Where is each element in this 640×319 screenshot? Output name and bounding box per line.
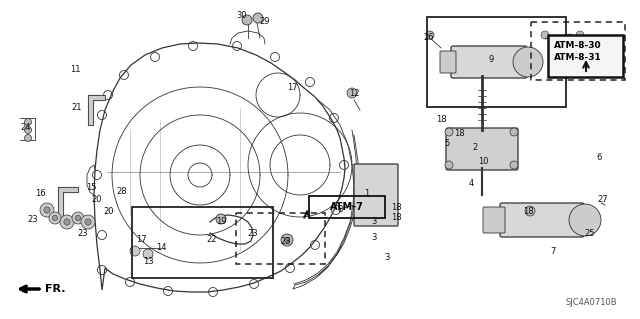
Text: 1: 1: [364, 189, 370, 198]
Text: 3: 3: [371, 233, 377, 241]
Circle shape: [566, 34, 574, 42]
Text: 5: 5: [444, 138, 450, 147]
Text: 21: 21: [72, 102, 83, 112]
Text: 30: 30: [237, 11, 247, 20]
Circle shape: [551, 36, 559, 44]
Circle shape: [541, 31, 549, 39]
Circle shape: [24, 127, 31, 133]
FancyBboxPatch shape: [446, 128, 518, 170]
Bar: [427, 17, 566, 107]
Circle shape: [85, 219, 91, 225]
Circle shape: [426, 31, 434, 39]
Circle shape: [24, 118, 31, 125]
Circle shape: [510, 128, 518, 136]
Circle shape: [81, 215, 95, 229]
Text: 6: 6: [596, 153, 602, 162]
Circle shape: [76, 215, 81, 221]
Circle shape: [445, 161, 453, 169]
Text: ATM-8-30: ATM-8-30: [554, 41, 602, 50]
Circle shape: [130, 246, 140, 256]
FancyBboxPatch shape: [483, 207, 505, 233]
Text: 13: 13: [143, 256, 154, 265]
Text: 9: 9: [488, 56, 493, 64]
FancyBboxPatch shape: [451, 46, 527, 78]
Text: 20: 20: [104, 206, 115, 216]
Circle shape: [216, 214, 226, 224]
Text: ATM-8-31: ATM-8-31: [554, 53, 602, 62]
Text: 11: 11: [70, 65, 80, 75]
Text: 23: 23: [77, 228, 88, 238]
Text: 14: 14: [156, 243, 166, 253]
FancyBboxPatch shape: [354, 164, 398, 226]
Circle shape: [52, 215, 58, 221]
Polygon shape: [58, 187, 78, 220]
Circle shape: [40, 203, 54, 217]
Circle shape: [253, 13, 263, 23]
Text: 3: 3: [384, 254, 390, 263]
Circle shape: [569, 204, 601, 236]
Text: 20: 20: [92, 196, 102, 204]
FancyBboxPatch shape: [500, 203, 584, 237]
Circle shape: [285, 238, 289, 242]
Text: 17: 17: [287, 83, 298, 92]
Text: 2: 2: [472, 144, 477, 152]
Text: 18: 18: [390, 203, 401, 211]
Text: 8: 8: [337, 204, 342, 213]
Polygon shape: [88, 95, 105, 125]
Circle shape: [445, 128, 453, 136]
Circle shape: [143, 249, 153, 259]
Circle shape: [242, 15, 252, 25]
Circle shape: [64, 219, 70, 225]
FancyBboxPatch shape: [440, 51, 456, 73]
Text: 26: 26: [424, 33, 435, 41]
Text: 28: 28: [116, 187, 127, 196]
Text: 16: 16: [35, 189, 45, 197]
Circle shape: [347, 88, 357, 98]
Bar: [309, 196, 385, 218]
Text: FR.: FR.: [45, 284, 65, 294]
Bar: [236, 213, 325, 264]
Text: 24: 24: [20, 123, 31, 132]
Text: 25: 25: [585, 229, 595, 239]
FancyBboxPatch shape: [548, 35, 623, 77]
Text: 7: 7: [550, 248, 556, 256]
Text: 22: 22: [207, 234, 217, 243]
Text: 18: 18: [454, 129, 464, 137]
Text: 18: 18: [436, 115, 446, 124]
Text: 23: 23: [248, 228, 259, 238]
Circle shape: [49, 212, 61, 224]
Circle shape: [576, 31, 584, 39]
Text: SJC4A0710B: SJC4A0710B: [565, 298, 617, 307]
Text: 23: 23: [281, 236, 291, 246]
Text: 17: 17: [136, 235, 147, 244]
Text: 23: 23: [28, 216, 38, 225]
Bar: [531, 22, 625, 80]
Text: ATM-7: ATM-7: [330, 202, 364, 212]
Circle shape: [72, 212, 84, 224]
Circle shape: [510, 161, 518, 169]
Text: 3: 3: [371, 217, 377, 226]
Text: 29: 29: [260, 17, 270, 26]
Circle shape: [60, 215, 74, 229]
Text: 27: 27: [598, 196, 608, 204]
Text: 15: 15: [86, 182, 96, 191]
Text: 12: 12: [349, 88, 359, 98]
Text: 18: 18: [390, 213, 401, 222]
Text: 19: 19: [216, 217, 227, 226]
Circle shape: [44, 207, 50, 213]
Circle shape: [281, 234, 293, 246]
Text: 18: 18: [523, 206, 533, 216]
Text: 4: 4: [468, 179, 474, 188]
Circle shape: [525, 206, 535, 216]
Circle shape: [513, 47, 543, 77]
Text: 10: 10: [477, 158, 488, 167]
Circle shape: [24, 135, 31, 142]
Bar: [132, 207, 273, 278]
